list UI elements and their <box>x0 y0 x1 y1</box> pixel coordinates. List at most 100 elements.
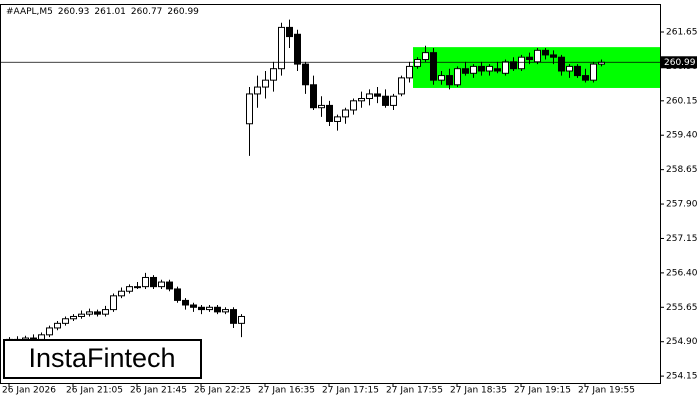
candle-body <box>318 104 325 109</box>
x-tick-label: 27 Jan 19:15 <box>514 386 571 396</box>
y-tick-label: 259.40 <box>666 131 698 141</box>
candle-body <box>582 75 589 81</box>
candle-body <box>102 309 109 315</box>
candle-body <box>574 65 581 77</box>
x-tick-label: 26 Jan 2026 <box>2 386 56 396</box>
candle-body <box>78 313 85 317</box>
candle-body <box>502 61 509 74</box>
candle-body <box>550 54 557 58</box>
candle-body <box>350 100 357 111</box>
x-tick-label: 27 Jan 17:15 <box>322 386 379 396</box>
watermark: InstaFintech <box>28 343 175 373</box>
candle-body <box>510 61 517 70</box>
candle-body <box>374 93 381 97</box>
candle-body <box>566 65 573 72</box>
candle-body <box>190 304 197 308</box>
candle-body <box>430 52 437 81</box>
candle-body <box>158 281 165 288</box>
candle-body <box>198 306 205 311</box>
x-tick-label: 26 Jan 21:45 <box>130 386 187 396</box>
last-price-box <box>661 56 697 69</box>
candle-body <box>590 63 597 81</box>
candle-body <box>142 276 149 288</box>
candle-body <box>278 26 285 70</box>
candle-body <box>534 49 541 63</box>
candle-body <box>94 311 101 315</box>
y-tick-label: 255.65 <box>666 303 698 313</box>
y-tick-label: 256.40 <box>666 268 698 278</box>
header-item: 260.99 <box>167 7 199 17</box>
watermark-box <box>3 339 202 379</box>
y-tick-label: 260.15 <box>666 96 698 106</box>
header-text: #AAPL,M5 260.93 261.01 260.77 260.99 <box>6 7 199 17</box>
y-tick-label: 257.15 <box>666 234 698 244</box>
header-item: 260.93 <box>58 7 90 17</box>
candle-body <box>294 33 301 65</box>
candle-body <box>150 276 157 288</box>
candle-body <box>126 286 133 292</box>
candle-body <box>334 116 341 122</box>
candle-body <box>342 109 349 118</box>
candle-body <box>518 56 525 70</box>
candle-body <box>174 288 181 301</box>
y-tick-label: 257.90 <box>666 200 698 210</box>
candle-body <box>310 84 317 109</box>
candle-body <box>206 306 213 311</box>
header-item: 260.77 <box>131 7 163 17</box>
candle-body <box>462 68 469 74</box>
candle-body <box>446 75 453 86</box>
x-tick-label: 27 Jan 17:55 <box>386 386 443 396</box>
candle-body <box>398 77 405 95</box>
candle-body <box>222 309 229 313</box>
last-price-label: 260.99 <box>664 58 696 68</box>
candle-body <box>262 79 269 88</box>
candle-body <box>118 290 125 297</box>
candle-body <box>182 299 189 306</box>
candle-body <box>358 98 365 102</box>
candle-body <box>542 49 549 56</box>
y-tick-label: 254.90 <box>666 337 698 347</box>
candle-body <box>254 86 261 95</box>
candle-body <box>302 63 309 86</box>
candle-body <box>422 52 429 61</box>
candle-body <box>326 104 333 122</box>
candle-body <box>62 318 69 324</box>
y-tick-label: 258.65 <box>666 165 698 175</box>
x-tick-label: 26 Jan 21:05 <box>66 386 123 396</box>
candle-body <box>214 306 221 313</box>
candle-body <box>38 334 45 340</box>
x-tick-label: 27 Jan 16:35 <box>258 386 315 396</box>
candle-body <box>366 93 373 100</box>
candle-body <box>438 75 445 81</box>
candle-body <box>286 26 293 38</box>
candle-body <box>526 56 533 61</box>
candle-body <box>558 56 565 72</box>
plot-frame <box>0 4 661 384</box>
candle-body <box>230 309 237 324</box>
y-tick-label: 261.65 <box>666 27 698 37</box>
candle-body <box>390 95 397 106</box>
candle-body <box>414 59 421 67</box>
candle-body <box>110 295 117 311</box>
candle-body <box>486 65 493 72</box>
candle-body <box>46 327 53 336</box>
candle-body <box>166 281 173 290</box>
header-item: #AAPL,M5 <box>6 7 53 17</box>
header-item: 261.01 <box>94 7 126 17</box>
candle-body <box>406 65 413 79</box>
x-tick-label: 27 Jan 19:55 <box>578 386 635 396</box>
candle-body <box>494 68 501 72</box>
y-tick-label: 254.15 <box>666 372 698 382</box>
candle-body <box>470 65 477 74</box>
candle-body <box>70 315 77 320</box>
candle-body <box>86 311 93 315</box>
candle-body <box>246 93 253 125</box>
x-tick-label: 26 Jan 22:25 <box>194 386 251 396</box>
candle-body <box>454 68 461 86</box>
candle-body <box>134 286 141 289</box>
candle-body <box>382 95 389 106</box>
candle-body <box>478 65 485 72</box>
candle-body <box>54 322 61 329</box>
